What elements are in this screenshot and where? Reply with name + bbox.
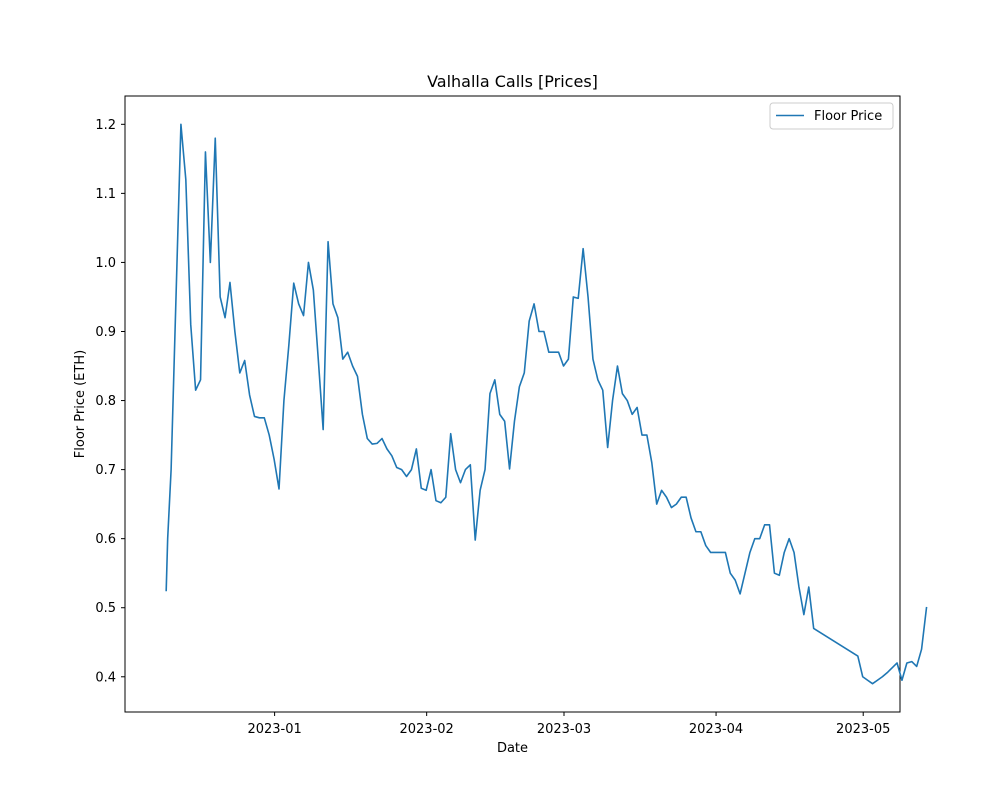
y-axis-ticks: 0.4 0.5 0.6 0.7 0.8 0.9 1.0 1.1 1.2	[95, 118, 125, 685]
y-tick-label: 0.7	[95, 463, 116, 478]
chart-title: Valhalla Calls [Prices]	[427, 72, 598, 91]
x-axis-ticks: 2023-01 2023-02 2023-03 2023-04 2023-05	[247, 712, 890, 737]
y-tick-label: 0.4	[95, 670, 116, 685]
x-tick-label: 2023-02	[399, 722, 453, 737]
plot-area: 2023-01 2023-02 2023-03 2023-04 2023-05 0.40…	[95, 95, 928, 737]
legend-label-floor-price: Floor Price	[814, 109, 882, 124]
y-axis-label: Floor Price (ETH)	[73, 350, 88, 458]
x-tick-label: 2023-03	[537, 722, 591, 737]
y-tick-label: 0.5	[95, 601, 116, 616]
series-line-floor-price	[165, 123, 928, 685]
legend: Floor Price	[769, 102, 894, 130]
x-tick-label: 2023-05	[836, 722, 890, 737]
x-axis-label: Date	[497, 741, 528, 756]
y-tick-label: 1.1	[95, 187, 116, 202]
y-tick-label: 0.8	[95, 394, 116, 409]
axes-frame	[124, 95, 901, 713]
y-tick-label: 1.0	[95, 256, 116, 271]
x-tick-label: 2023-01	[247, 722, 301, 737]
x-tick-label: 2023-04	[689, 722, 743, 737]
y-tick-label: 0.9	[95, 325, 116, 340]
y-tick-label: 1.2	[95, 118, 116, 133]
y-tick-label: 0.6	[95, 532, 116, 547]
legend-box	[769, 102, 894, 130]
